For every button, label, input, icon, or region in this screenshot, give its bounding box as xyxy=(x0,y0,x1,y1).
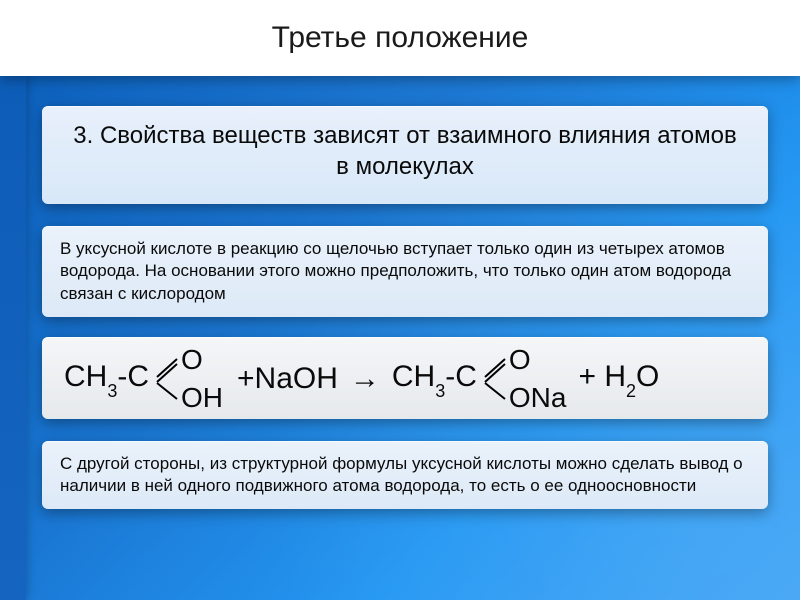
conclusion-box: С другой стороны, из структурной формулы… xyxy=(42,441,768,509)
reaction-arrow: → xyxy=(350,364,380,394)
plus-naoh: +NaOH xyxy=(237,364,338,394)
product1-branch-bot: ONa xyxy=(509,385,567,410)
product1-ch: CH xyxy=(392,360,435,393)
explanation-box: В уксусной кислоте в реакцию со щелочью … xyxy=(42,226,768,316)
plus-h: + H xyxy=(578,360,626,393)
content-area: 3. Свойства веществ зависят от взаимного… xyxy=(0,76,800,509)
reagent1-branch-bot: OH xyxy=(181,385,223,410)
reagent1-branch-top: O xyxy=(181,347,223,372)
reagent1-branch: O OH xyxy=(155,349,223,409)
reagent1: CH3-C xyxy=(64,362,149,396)
water-sub: 2 xyxy=(626,381,636,401)
bond-lines-icon xyxy=(483,349,509,409)
page-title: Третье положение xyxy=(272,21,529,55)
conclusion-text: С другой стороны, из структурной формулы… xyxy=(60,453,750,497)
statement-box: 3. Свойства веществ зависят от взаимного… xyxy=(42,106,768,204)
product1-tail: -C xyxy=(445,360,477,393)
bond-lines-icon xyxy=(155,349,181,409)
reagent1-ch: CH xyxy=(64,360,107,393)
explanation-text: В уксусной кислоте в реакцию со щелочью … xyxy=(60,238,750,304)
product1-sub: 3 xyxy=(435,381,445,401)
plus-water: + H2O xyxy=(578,362,659,396)
product1-branch: O ONa xyxy=(483,349,567,409)
title-bar: Третье положение xyxy=(0,0,800,76)
statement-text: 3. Свойства веществ зависят от взаимного… xyxy=(70,120,740,182)
water-o: O xyxy=(636,360,659,393)
chemical-equation: CH3-C O OH +NaOH → CH3-C xyxy=(64,349,746,409)
reagent1-tail: -C xyxy=(117,360,149,393)
product1: CH3-C xyxy=(392,362,477,396)
reagent1-sub: 3 xyxy=(107,381,117,401)
product1-branch-top: O xyxy=(509,347,567,372)
formula-box: CH3-C O OH +NaOH → CH3-C xyxy=(42,337,768,419)
